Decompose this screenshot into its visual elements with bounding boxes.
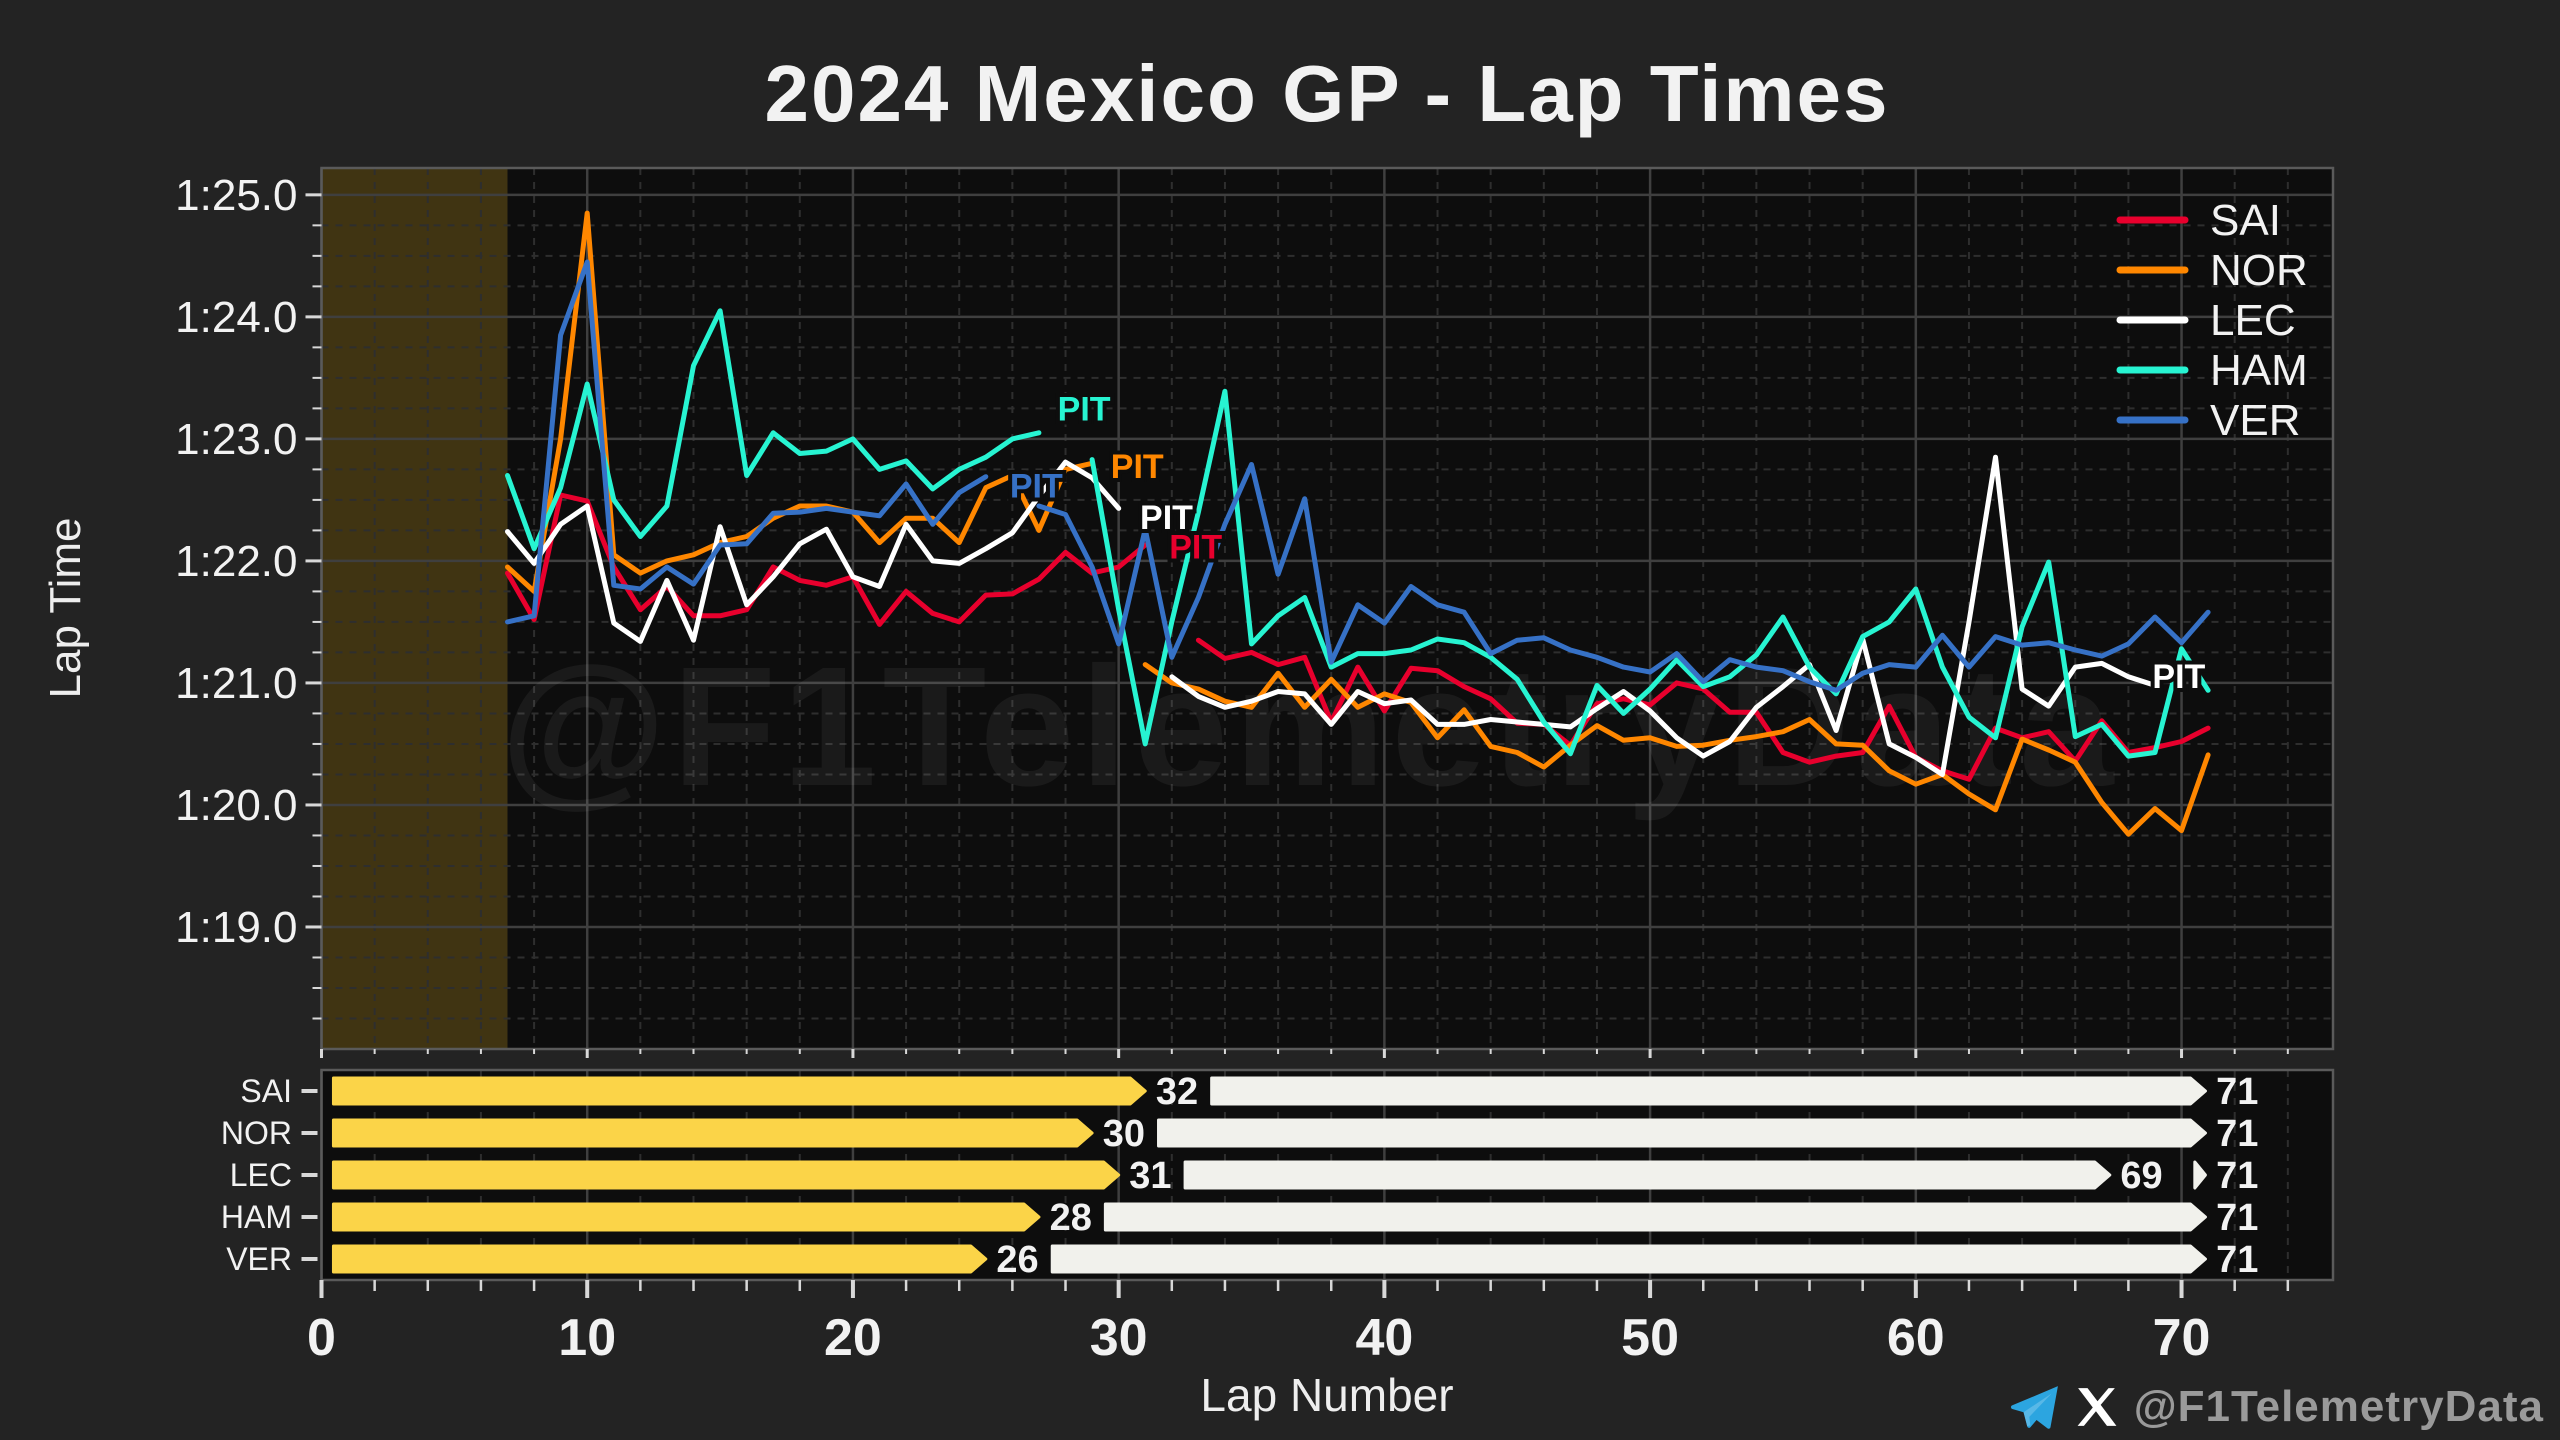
series-line-NOR — [505, 210, 2211, 837]
stint-end-lap-LEC-31: 31 — [1129, 1155, 1171, 1197]
y-tick-label-1:20.0: 1:20.0 — [175, 781, 297, 830]
x-axis-title: Lap Number — [1200, 1369, 1454, 1421]
legend-label-SAI: SAI — [2210, 196, 2281, 245]
stint-row-label-SAI: SAI — [240, 1073, 292, 1109]
series-line-VER — [505, 259, 2211, 693]
gridlines — [320, 168, 2333, 1049]
y-tick-label-1:22.0: 1:22.0 — [175, 537, 297, 586]
stint-end-lap-NOR-71: 71 — [2216, 1113, 2258, 1155]
x-tick-label-50: 50 — [1621, 1309, 1679, 1367]
stint-bar-HAM-2-hard — [1103, 1202, 2207, 1232]
x-tick-label-60: 60 — [1887, 1309, 1945, 1367]
series-line-LEC — [505, 454, 2158, 777]
stint-end-lap-SAI-32: 32 — [1156, 1071, 1198, 1113]
shaded-opening-laps-region — [321, 168, 508, 1049]
stint-row-label-HAM: HAM — [221, 1199, 292, 1235]
lap-number-axis: 0 10 20 30 40 50 60 70 — [307, 1280, 2290, 1367]
x-tick-label-0: 0 — [307, 1309, 336, 1367]
y-tick-label-1:21.0: 1:21.0 — [175, 659, 297, 708]
x-tick-label-30: 30 — [1090, 1309, 1148, 1367]
stint-end-lap-NOR-30: 30 — [1103, 1113, 1145, 1155]
pit-annotation-VER: PIT — [1010, 467, 1063, 505]
y-axis-title: Lap Time — [41, 517, 90, 699]
stint-bar-NOR-1-medium — [331, 1118, 1094, 1148]
legend-label-NOR: NOR — [2210, 246, 2308, 295]
stint-bar-LEC-2-hard — [1183, 1160, 2112, 1190]
pit-annotation-LEC: PIT — [2152, 658, 2205, 696]
stint-bar-LEC-1-medium — [331, 1160, 1121, 1190]
stint-end-lap-VER-71: 71 — [2216, 1239, 2258, 1281]
legend-label-VER: VER — [2210, 396, 2300, 445]
stint-row-label-VER: VER — [226, 1241, 292, 1277]
stint-bar-SAI-2-hard — [1210, 1076, 2207, 1106]
x-tick-label-70: 70 — [2153, 1309, 2211, 1367]
stint-end-lap-SAI-71: 71 — [2216, 1071, 2258, 1113]
y-tick-label-1:23.0: 1:23.0 — [175, 415, 297, 464]
stint-bar-VER-1-medium — [331, 1244, 988, 1274]
y-tick-label-1:25.0: 1:25.0 — [175, 171, 297, 220]
footer-handle: @F1TelemetryData — [2133, 1382, 2544, 1431]
pit-annotation-NOR: PIT — [1111, 448, 1164, 486]
stint-plot: SAI 32 71 NOR 30 71 LEC 31 69 71 HAM 28 71 VER 26 71 0 10… — [221, 1068, 2335, 1367]
stint-row-label-NOR: NOR — [221, 1115, 292, 1151]
main-axes-ticks: 1:19.0 1:20.0 1:21.0 1:22.0 1:23.0 1:24.0 1:25… — [175, 171, 2289, 1058]
y-tick-label-1:19.0: 1:19.0 — [175, 903, 297, 952]
footer: @F1TelemetryData — [2010, 1382, 2544, 1432]
main-plot: @F1TelemetryDataPITPITPITPITPITPITSAINOR… — [175, 166, 2335, 1058]
stint-end-lap-HAM-28: 28 — [1050, 1197, 1092, 1239]
stint-row-label-LEC: LEC — [230, 1157, 292, 1193]
stint-bar-LEC-3-hard — [2193, 1160, 2207, 1190]
x-tick-label-40: 40 — [1355, 1309, 1413, 1367]
series-line-HAM — [505, 308, 2211, 759]
telegram-icon[interactable] — [2010, 1384, 2060, 1430]
stint-end-lap-HAM-71: 71 — [2216, 1197, 2258, 1239]
pit-annotation-SAI: PIT — [1169, 528, 1222, 566]
pit-annotation-LEC: PIT — [1140, 499, 1193, 537]
stint-bar-VER-2-hard — [1050, 1244, 2207, 1274]
stint-end-lap-LEC-71: 71 — [2216, 1155, 2258, 1197]
x-logo-icon[interactable] — [2076, 1386, 2118, 1428]
stint-end-lap-VER-26: 26 — [996, 1239, 1038, 1281]
page-title: 2024 Mexico GP - Lap Times — [764, 49, 1890, 138]
stint-bar-SAI-1-medium — [331, 1076, 1147, 1106]
legend-label-LEC: LEC — [2210, 296, 2296, 345]
y-tick-label-1:24.0: 1:24.0 — [175, 293, 297, 342]
x-tick-label-10: 10 — [558, 1309, 616, 1367]
legend-label-HAM: HAM — [2210, 346, 2308, 395]
stint-bar-HAM-1-medium — [331, 1202, 1041, 1232]
stint-end-lap-LEC-69: 69 — [2120, 1155, 2162, 1197]
x-tick-label-20: 20 — [824, 1309, 882, 1367]
pit-annotation-HAM: PIT — [1058, 391, 1111, 429]
stint-bar-NOR-2-hard — [1157, 1118, 2207, 1148]
